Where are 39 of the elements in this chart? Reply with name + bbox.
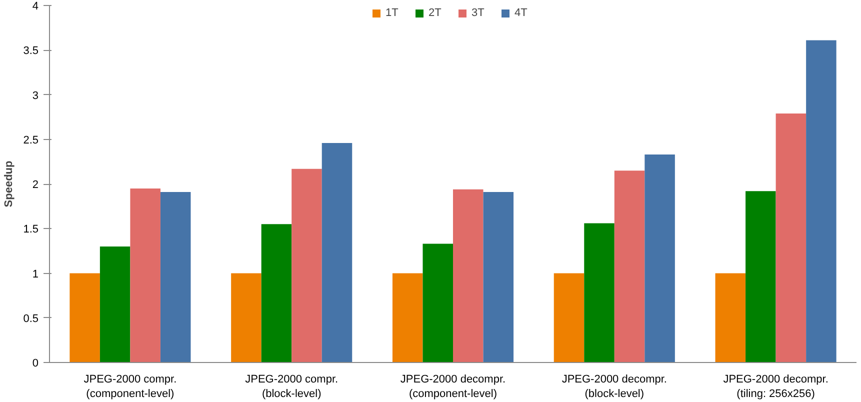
bar bbox=[483, 192, 514, 362]
bar bbox=[806, 40, 836, 362]
bar bbox=[614, 170, 645, 362]
y-axis-title: Speedup bbox=[3, 160, 16, 208]
legend-label: 1T bbox=[386, 7, 400, 19]
bar bbox=[584, 223, 614, 362]
y-tick-label: 1 bbox=[32, 268, 39, 280]
bar bbox=[292, 168, 322, 362]
legend-label: 2T bbox=[428, 7, 442, 19]
legend-label: 4T bbox=[514, 7, 528, 19]
bar bbox=[746, 191, 776, 362]
y-tick-label: 2 bbox=[32, 179, 39, 191]
x-tick-label: JPEG-2000 decompr. (block-level) bbox=[562, 374, 667, 400]
bar bbox=[453, 189, 484, 362]
bar bbox=[322, 142, 352, 362]
bar bbox=[644, 154, 675, 362]
y-tick-label: 0 bbox=[32, 358, 39, 370]
legend-label: 3T bbox=[472, 7, 486, 19]
bar bbox=[392, 273, 423, 362]
y-tick-label: 4 bbox=[32, 0, 39, 12]
x-tick-label: JPEG-2000 compr. (block-level) bbox=[245, 374, 338, 400]
y-tick-label: 0.5 bbox=[23, 312, 39, 325]
y-tick-label: 1.5 bbox=[23, 224, 39, 236]
bar bbox=[231, 273, 262, 362]
bar bbox=[70, 273, 100, 362]
x-tick-label: JPEG-2000 decompr. (component-level) bbox=[400, 374, 506, 400]
y-tick-label: 3.5 bbox=[23, 45, 39, 58]
bar bbox=[422, 244, 453, 362]
bar bbox=[130, 188, 160, 362]
y-tick-label: 2.5 bbox=[23, 134, 39, 146]
bar bbox=[776, 113, 806, 362]
x-tick-label: JPEG-2000 compr. (component-level) bbox=[84, 374, 177, 400]
y-tick-label: 3 bbox=[32, 90, 39, 102]
bar bbox=[554, 273, 584, 362]
bar bbox=[261, 224, 292, 362]
bar bbox=[715, 273, 746, 362]
x-tick-label: JPEG-2000 decompr. (tiling: 256x256) bbox=[723, 374, 828, 400]
bar bbox=[160, 192, 191, 362]
bar bbox=[100, 246, 130, 362]
